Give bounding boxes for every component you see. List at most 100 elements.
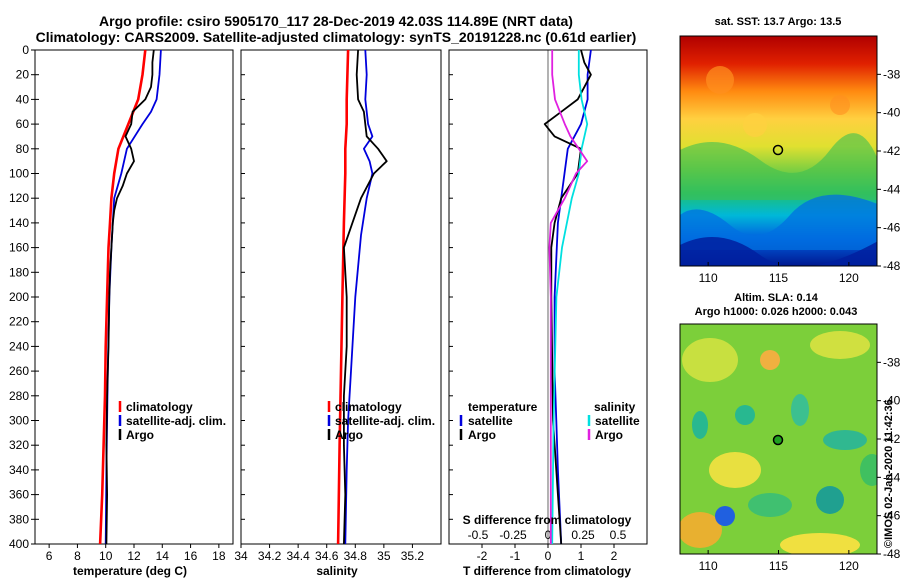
map-lon-label: 120 <box>839 271 859 285</box>
x-tick-label: 34.4 <box>286 549 310 563</box>
figure-title-line2: Climatology: CARS2009. Satellite-adjuste… <box>36 29 637 45</box>
legend-t-argo: Argo <box>468 428 496 442</box>
temperature-panel-frame <box>34 49 234 545</box>
legend-climatology: climatology <box>126 400 193 414</box>
x-tick-label: 6 <box>46 549 53 563</box>
temperature-series <box>98 49 162 545</box>
salinity-series <box>336 49 388 545</box>
map-lat-label: -48 <box>883 547 900 561</box>
x-tick-label: 34.6 <box>315 549 339 563</box>
map-lon-label: 110 <box>699 559 718 573</box>
difference-series <box>543 49 592 545</box>
series-line-s-argo <box>548 50 589 544</box>
depth-tick-label: 140 <box>9 216 29 230</box>
depth-axis: 0 20 40 60 80 100 120 140 160 180 200 220 240 260 280 3… <box>9 43 35 551</box>
temperature-ticks: 6 8 10 12 14 16 18 <box>35 49 226 563</box>
salinity-difference-ticks: -0.5 -0.25 0 0.25 0.5 <box>468 528 627 542</box>
depth-tick-label: 80 <box>16 142 30 156</box>
map-lat-label: -38 <box>883 355 900 369</box>
t-difference-xlabel: T difference from climatology <box>463 564 631 578</box>
sst-map-title: sat. SST: 13.7 Argo: 13.5 <box>715 16 842 28</box>
temperature-xlabel: temperature (deg C) <box>73 564 187 578</box>
x-tick-label: 0 <box>545 549 552 563</box>
s-diff-tick-label: 0.5 <box>610 528 627 542</box>
series-line-argo <box>342 49 388 545</box>
x-tick-label: 35.2 <box>401 549 425 563</box>
x-tick-label: 8 <box>74 549 81 563</box>
salinity-ticks: 34 34.2 34.4 34.6 34.8 35 35.2 <box>234 49 425 563</box>
series-line-climatology <box>336 49 350 545</box>
salinity-xlabel: salinity <box>316 564 358 578</box>
x-tick-label: 2 <box>611 549 618 563</box>
salinity-legend: climatology satellite-adj. clim. Argo <box>327 400 435 442</box>
x-tick-label: -2 <box>477 549 488 563</box>
map-lat-label: -46 <box>883 509 900 523</box>
depth-tick-label: 220 <box>9 315 29 329</box>
depth-tick-label: 400 <box>9 537 29 551</box>
map-lat-label: -48 <box>883 259 900 273</box>
legend-salinity-heading: salinity <box>594 400 636 414</box>
series-line-satellite-adj-clim- <box>344 49 374 545</box>
series-line-t-satellite <box>553 49 592 545</box>
depth-tick-label: 40 <box>16 92 30 106</box>
temperature-legend: climatology satellite-adj. clim. Argo <box>118 400 226 442</box>
depth-tick-label: 320 <box>9 438 29 452</box>
sst-map-field <box>680 36 877 266</box>
depth-tick-label: 100 <box>9 167 29 181</box>
depth-tick-label: 60 <box>16 117 30 131</box>
legend-temperature-heading: temperature <box>468 400 538 414</box>
x-tick-label: 1 <box>578 549 585 563</box>
depth-tick-label: 300 <box>9 414 29 428</box>
map-lat-label: -46 <box>883 221 900 235</box>
legend-argo: Argo <box>335 428 363 442</box>
map-lat-label: -40 <box>883 394 900 408</box>
x-tick-label: 34.2 <box>258 549 282 563</box>
sla-map-ticks: 110 115 120 -38 -40 -42 -44 -46 -48 <box>699 355 900 573</box>
difference-legend: temperature satellite Argo salinity sate… <box>459 400 640 442</box>
legend-t-satellite: satellite <box>468 414 513 428</box>
legend-argo: Argo <box>126 428 154 442</box>
depth-tick-label: 180 <box>9 265 29 279</box>
map-lat-label: -40 <box>883 106 900 120</box>
depth-tick-label: 0 <box>22 43 29 57</box>
series-line-s-satellite <box>551 50 589 545</box>
s-diff-tick-label: -0.25 <box>499 528 527 542</box>
map-lat-label: -44 <box>883 470 900 484</box>
map-lon-label: 120 <box>839 559 859 573</box>
map-lat-label: -44 <box>883 182 900 196</box>
series-line-argo <box>105 49 155 545</box>
series-line-satellite-adj-clim- <box>104 49 162 545</box>
x-tick-label: 10 <box>99 549 113 563</box>
depth-tick-label: 200 <box>9 290 29 304</box>
map-lat-label: -42 <box>883 432 900 446</box>
sla-map-title-line2: Argo h1000: 0.026 h2000: 0.043 <box>695 306 858 318</box>
x-tick-label: 34 <box>234 549 248 563</box>
map-lat-label: -38 <box>883 67 900 81</box>
map-lon-label: 110 <box>699 271 718 285</box>
x-tick-label: -1 <box>510 549 521 563</box>
difference-ticks: -2 -1 0 1 2 <box>449 49 618 563</box>
map-lon-label: 115 <box>769 271 788 285</box>
x-tick-label: 34.8 <box>344 549 368 563</box>
depth-tick-label: 160 <box>9 241 29 255</box>
timestamp-stamp: ©IMOS 02-Jan-2020 11:42:36 <box>883 399 895 548</box>
x-tick-label: 35 <box>377 549 391 563</box>
x-tick-label: 14 <box>156 549 170 563</box>
depth-tick-label: 240 <box>9 339 29 353</box>
legend-climatology: climatology <box>335 400 402 414</box>
sst-profile-marker <box>772 144 784 156</box>
x-tick-label: 18 <box>212 549 226 563</box>
depth-tick-label: 260 <box>9 364 29 378</box>
map-lat-label: -42 <box>883 144 900 158</box>
legend-s-satellite: satellite <box>595 414 640 428</box>
x-tick-label: 12 <box>127 549 141 563</box>
legend-satellite: satellite-adj. clim. <box>335 414 435 428</box>
sst-map-ticks: 110 115 120 -38 -40 -42 -44 -46 -48 <box>699 67 900 285</box>
depth-tick-label: 360 <box>9 488 29 502</box>
s-diff-tick-label: 0.25 <box>571 528 595 542</box>
map-lon-label: 115 <box>769 559 788 573</box>
depth-tick-label: 340 <box>9 463 29 477</box>
depth-tick-label: 20 <box>16 68 30 82</box>
depth-tick-label: 120 <box>9 191 29 205</box>
